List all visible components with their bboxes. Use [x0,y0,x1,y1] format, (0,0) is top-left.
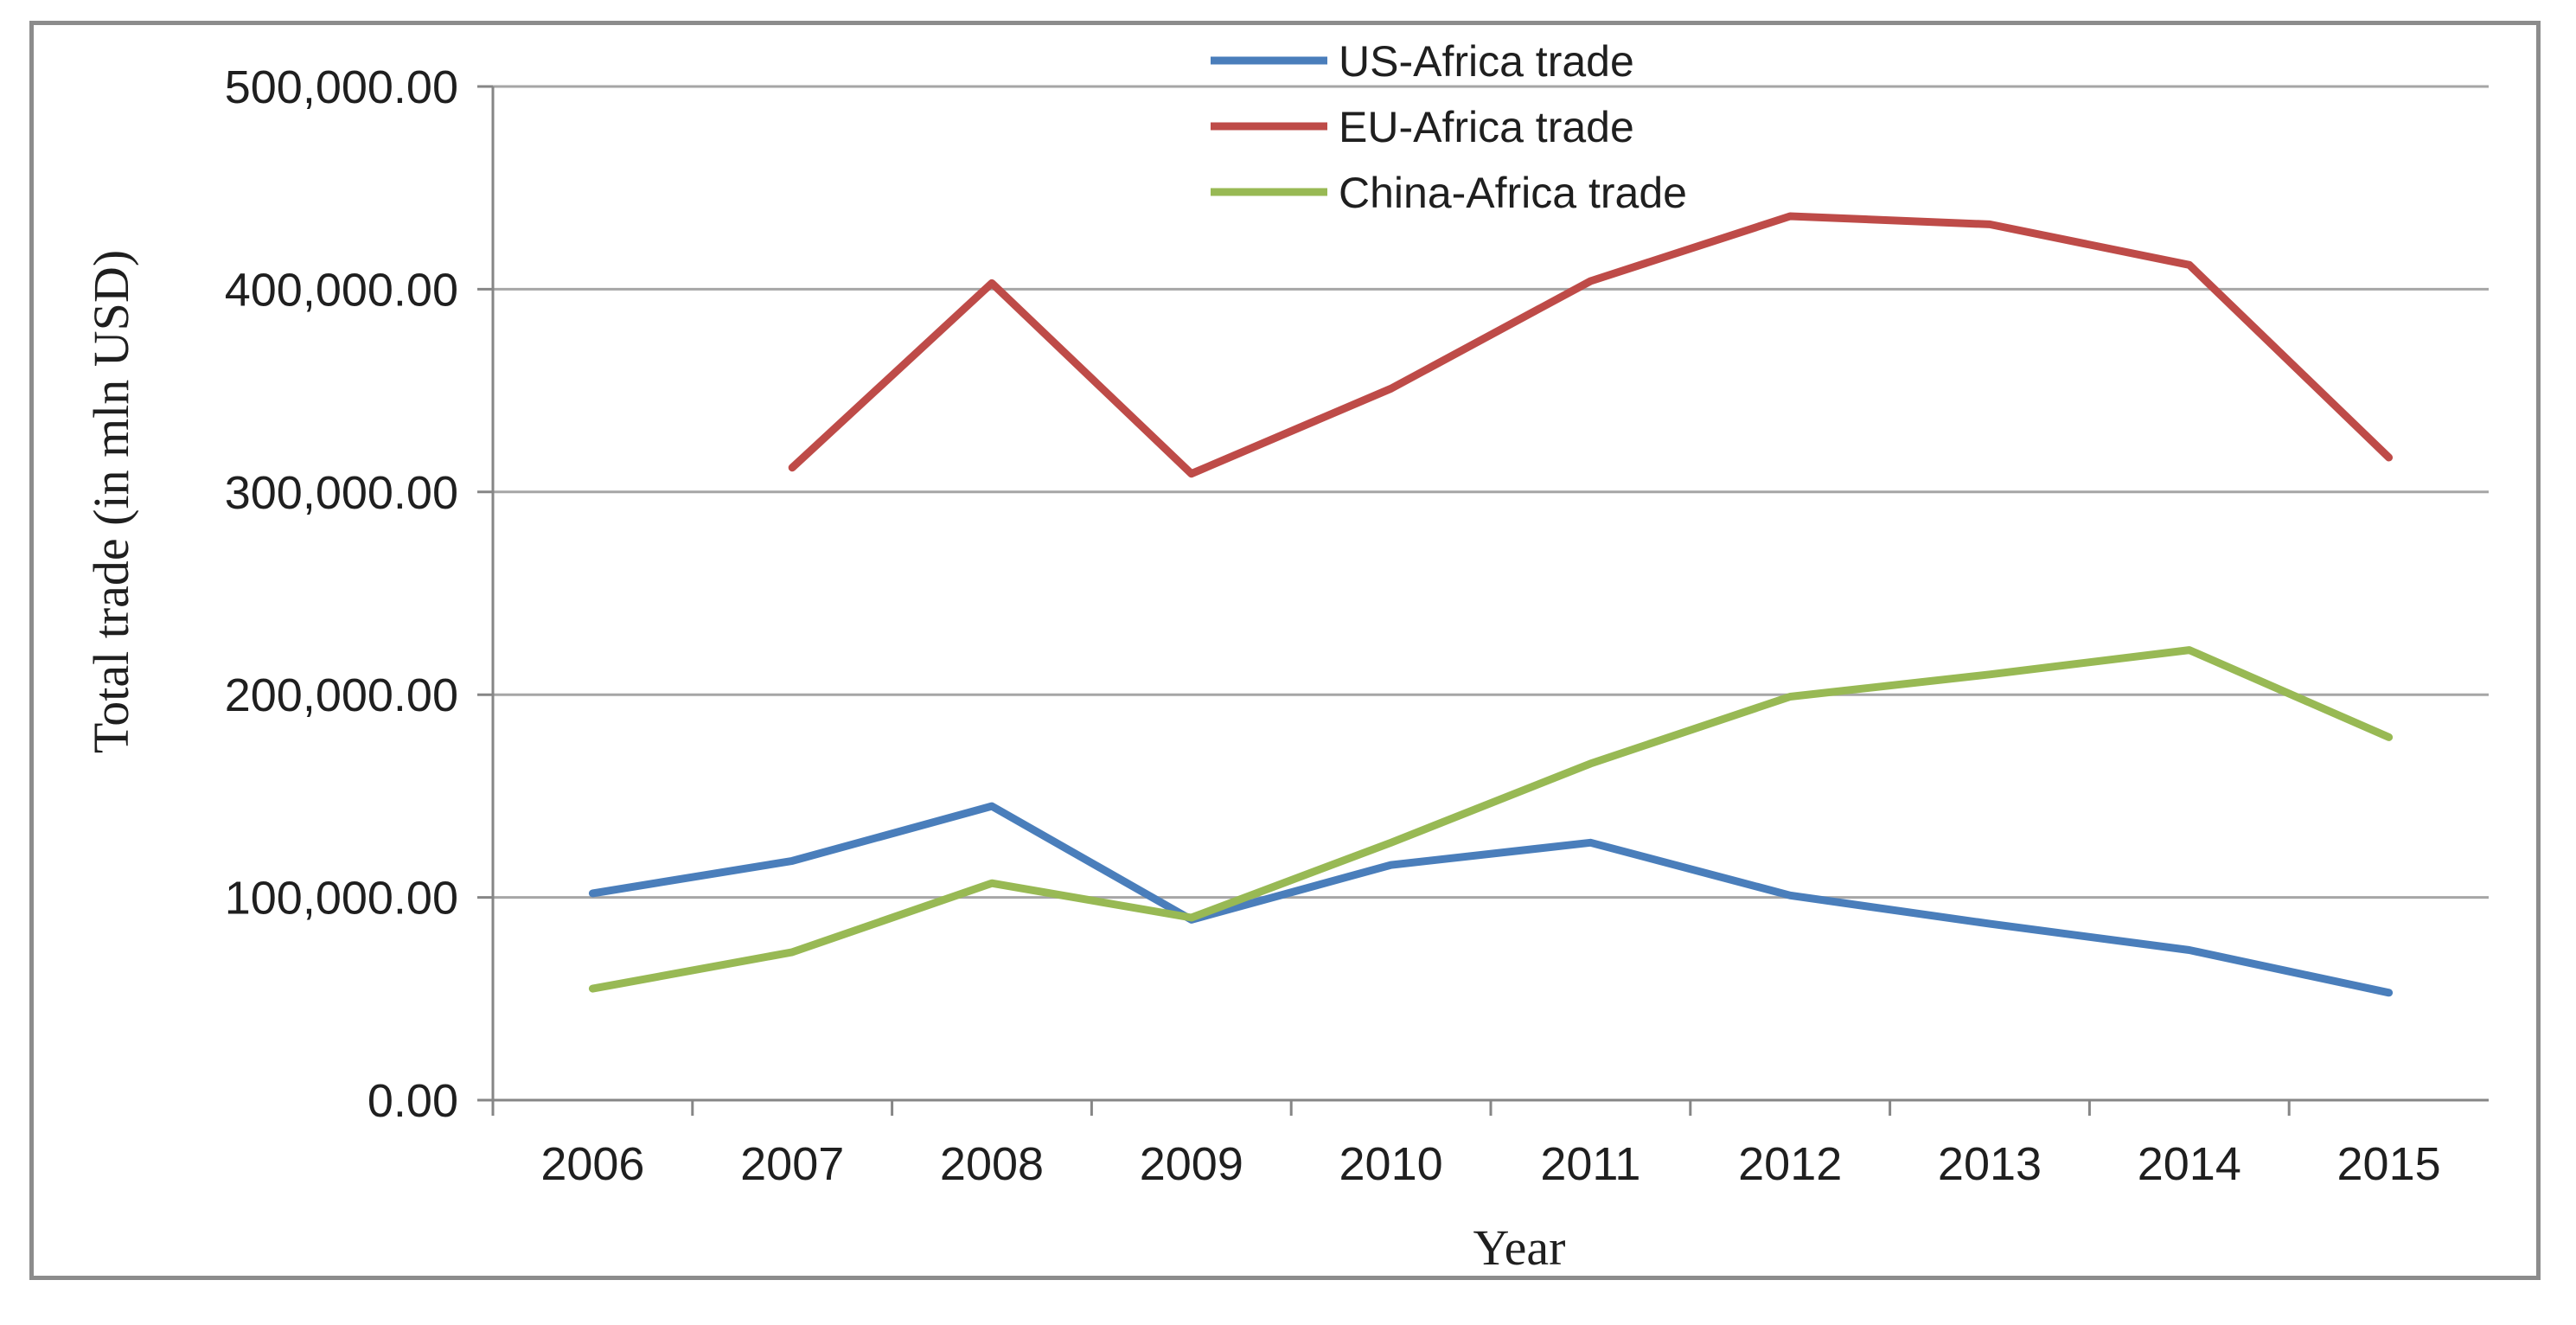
x-tick-label: 2009 [1140,1138,1243,1190]
x-tick-label: 2011 [1540,1138,1640,1190]
series-line-2 [588,646,2394,993]
x-tick-label: 2010 [1339,1138,1443,1190]
y-tick-label: 100,000.00 [225,873,458,925]
y-tick-label: 200,000.00 [225,669,458,721]
series-line-1 [788,212,2394,478]
y-tick-label: 0.00 [368,1075,458,1127]
series-line-0 [588,802,2394,997]
y-tick-label: 400,000.00 [225,264,458,316]
x-axis-title: Year [1473,1219,1566,1276]
x-tick-label: 2014 [2138,1138,2241,1190]
chart-frame [29,21,2541,1280]
y-tick-label: 300,000.00 [225,467,458,519]
y-axis-title: Total trade (in mln USD) [83,250,139,753]
legend-label: US-Africa trade [1339,37,1634,86]
x-tick-label: 2012 [1738,1138,1842,1190]
y-tick-label: 500,000.00 [225,61,458,113]
x-tick-label: 2013 [1938,1138,2042,1190]
legend-label: China-Africa trade [1339,169,1687,217]
x-tick-label: 2006 [540,1138,644,1190]
x-tick-label: 2015 [2337,1138,2441,1190]
x-tick-label: 2008 [940,1138,1044,1190]
x-tick-label: 2007 [740,1138,844,1190]
legend-label: EU-Africa trade [1339,103,1634,151]
